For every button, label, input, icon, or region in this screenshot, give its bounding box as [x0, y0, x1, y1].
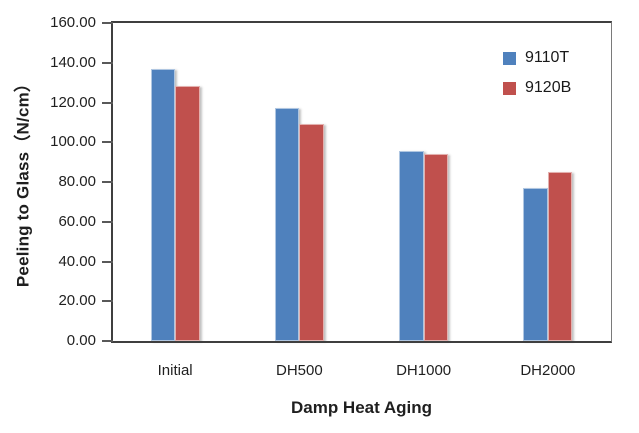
y-tick-mark [102, 61, 113, 64]
y-tick-label: 0.00 [66, 332, 96, 349]
bar-9120b-dh500 [299, 123, 324, 341]
x-category-label-dh1000: DH1000 [396, 362, 452, 379]
y-tick-label: 140.00 [50, 53, 96, 71]
y-tick-mark [102, 260, 113, 263]
x-category-label-dh2000: DH2000 [520, 362, 576, 379]
x-category-label-dh500: DH500 [276, 362, 323, 379]
legend-swatch-icon [503, 51, 516, 65]
bar-9110t-initial [150, 69, 176, 341]
y-tick-label: 100.00 [50, 133, 96, 151]
bar-9110t-dh500 [274, 108, 300, 341]
y-tick-mark [102, 220, 113, 223]
y-tick-mark [102, 101, 113, 104]
x-category-label-initial: Initial [157, 362, 193, 379]
y-tick-mark [102, 141, 113, 144]
bar-9120b-dh2000 [547, 172, 573, 341]
y-tick-label: 40.00 [58, 252, 96, 270]
y-tick-mark [102, 300, 113, 303]
y-tick-mark [102, 340, 113, 342]
plot-area: 9110T 9120B [113, 23, 610, 341]
y-tick-label: 80.00 [58, 173, 96, 190]
y-tick-label: 20.00 [58, 292, 96, 310]
legend-item-9120b: 9120B [503, 78, 571, 98]
legend-item-9110t: 9110T [503, 48, 571, 68]
y-tick-mark [102, 181, 113, 183]
legend: 9110T 9120B [503, 48, 571, 98]
y-tick-label: 160.00 [50, 14, 96, 31]
legend-swatch-icon [503, 81, 516, 95]
legend-label: 9110T [525, 49, 570, 66]
bar-9110t-dh1000 [399, 150, 424, 341]
bar-9120b-dh1000 [423, 153, 449, 341]
bar-9110t-dh2000 [523, 187, 548, 341]
y-tick-label: 120.00 [50, 93, 96, 111]
legend-label: 9120B [525, 79, 572, 96]
x-axis-title: Damp Heat Aging [290, 398, 433, 417]
y-tick-label: 60.00 [58, 212, 96, 230]
bar-9120b-initial [175, 85, 200, 341]
y-tick-mark [102, 22, 113, 24]
